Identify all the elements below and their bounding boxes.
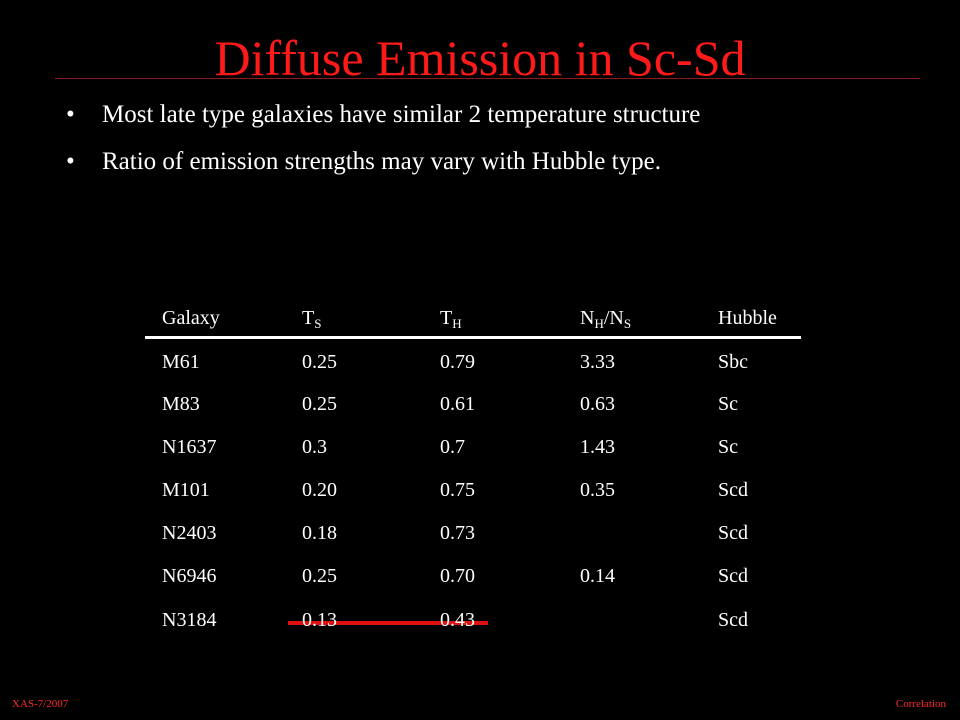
header-text: N — [580, 307, 595, 329]
table-cell: 0.13 — [302, 609, 337, 631]
table-cell: N2403 — [162, 522, 217, 544]
header-text: T — [302, 307, 315, 329]
table-cell: 0.25 — [302, 393, 337, 415]
table-cell: N3184 — [162, 609, 217, 631]
table-cell: 3.33 — [580, 351, 615, 373]
table-cell: 0.73 — [440, 522, 475, 544]
subscript: S — [623, 316, 632, 331]
table-cell: Scd — [718, 565, 748, 587]
footer-left: XAS-7/2007 — [12, 698, 69, 710]
bullet: • Ratio of emission strengths may vary wi… — [66, 148, 661, 175]
subscript: S — [314, 316, 322, 331]
header-text: T — [440, 307, 453, 329]
table-cell: 0.61 — [440, 393, 475, 415]
bullet-text: Most late type galaxies have similar 2 t… — [102, 101, 701, 128]
header-cell: Hubble — [718, 306, 777, 330]
strike-line — [288, 621, 488, 625]
table-cell: 0.14 — [580, 565, 615, 587]
table-cell: Scd — [718, 609, 748, 631]
table-cell: 0.75 — [440, 479, 475, 501]
subscript: H — [452, 316, 462, 331]
table-cell: N1637 — [162, 436, 217, 458]
table-cell: 0.79 — [440, 351, 475, 373]
table-cell: Sc — [718, 436, 738, 458]
header-text: Hubble — [718, 307, 777, 329]
table-cell: Sc — [718, 393, 738, 415]
subscript: H — [594, 316, 604, 331]
table-cell: N6946 — [162, 565, 217, 587]
table-cell: 0.63 — [580, 393, 615, 415]
table-cell: 1.43 — [580, 436, 615, 458]
title-rule — [55, 78, 920, 79]
header-text: /N — [603, 307, 624, 329]
table-cell: M101 — [162, 479, 210, 501]
table-cell: 0.25 — [302, 565, 337, 587]
table-cell: 0.20 — [302, 479, 337, 501]
bullet: • Most late type galaxies have similar 2 … — [66, 101, 701, 128]
slide-title: Diffuse Emission in Sc-Sd — [214, 30, 746, 86]
header-text: Galaxy — [162, 307, 220, 329]
header-cell: TS — [302, 306, 321, 330]
header-cell: Galaxy — [162, 306, 220, 330]
table-cell: M61 — [162, 351, 200, 373]
header-cell: NH/NS — [580, 306, 631, 330]
table-cell: Scd — [718, 522, 748, 544]
table-cell: Sbc — [718, 351, 748, 373]
footer-right: Correlation — [895, 698, 946, 710]
table-cell: 0.18 — [302, 522, 337, 544]
bullet-text: Ratio of emission strengths may vary wit… — [102, 148, 661, 175]
table-cell: M83 — [162, 393, 200, 415]
table-cell: 0.35 — [580, 479, 615, 501]
table-cell: 0.70 — [440, 565, 475, 587]
table-cell: 0.25 — [302, 351, 337, 373]
table-cell: Scd — [718, 479, 748, 501]
table-cell: 0.7 — [440, 436, 465, 458]
table-cell: 0.3 — [302, 436, 327, 458]
table-cell: 0.43 — [440, 609, 475, 631]
header-cell: TH — [440, 306, 462, 330]
header-rule — [145, 336, 801, 339]
